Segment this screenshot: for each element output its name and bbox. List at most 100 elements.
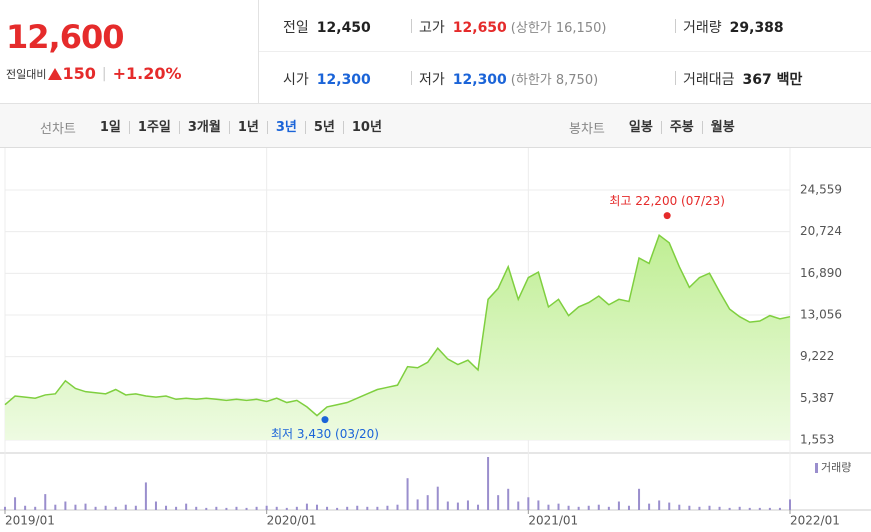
period-tab[interactable]: 3년: [266, 121, 305, 134]
volume-bar: [487, 457, 490, 510]
extreme-label: 최저 3,430 (03/20): [271, 427, 379, 441]
volume-bar: [507, 488, 510, 510]
period-tab[interactable]: 3개월: [178, 121, 229, 134]
quote-label: 시가: [283, 72, 309, 88]
volume-bar: [205, 507, 208, 510]
period-tab[interactable]: 1년: [228, 121, 267, 134]
up-arrow: [48, 67, 63, 80]
quote-item: 저가 12,300 (하한가 8,750): [410, 69, 598, 89]
volume-bar: [366, 506, 369, 510]
volume-bar: [84, 503, 87, 510]
volume-bar: [778, 507, 781, 510]
volume-bar: [668, 502, 671, 510]
volume-bar: [44, 494, 47, 510]
candle-tab[interactable]: 월봉: [701, 121, 743, 134]
quote-item: 고가 12,650 (상한가 16,150): [410, 17, 607, 37]
volume-bar: [748, 507, 751, 510]
volume-bar: [54, 504, 57, 510]
tab-group-label: 선차트: [40, 122, 76, 137]
quote-value: 12,650: [452, 20, 507, 36]
volume-bar: [305, 503, 308, 510]
volume-bar: [617, 501, 620, 510]
volume-bar: [124, 504, 127, 510]
period-tab[interactable]: 1주일: [128, 121, 179, 134]
volume-bar: [768, 507, 771, 510]
y-tick-label: 24,559: [800, 183, 842, 197]
y-tick-label: 20,724: [800, 224, 842, 238]
volume-bar: [356, 505, 359, 510]
volume-bar: [195, 506, 198, 510]
volume-bar: [688, 505, 691, 510]
change-label: 전일대비: [6, 67, 47, 81]
volume-bar: [527, 497, 530, 510]
volume-bar: [285, 507, 288, 510]
volume-bar: [245, 507, 248, 510]
quote-sub: (상한가 16,150): [510, 21, 607, 36]
quote-label: 고가: [419, 20, 445, 36]
volume-legend-swatch: [815, 463, 818, 473]
y-tick-label: 1,553: [800, 433, 834, 447]
volume-bar: [758, 507, 761, 510]
volume-bar: [235, 506, 238, 510]
volume-bar: [315, 504, 318, 510]
volume-bar: [658, 500, 661, 510]
candle-tab[interactable]: 일봉: [628, 120, 653, 135]
quote-value: 12,450: [316, 20, 371, 36]
x-tick-label: 2020/01: [267, 514, 317, 528]
volume-bar: [638, 488, 641, 510]
volume-bar: [396, 504, 399, 510]
quote-value: 29,388: [729, 20, 784, 36]
volume-bar: [587, 505, 590, 510]
quote-label: 거래량: [683, 20, 722, 36]
quote-row: 시가 12,300 저가 12,300 (하한가 8,750) 거래대금 367 백만: [259, 52, 871, 103]
x-tick-label: 2021/01: [528, 514, 578, 528]
volume-bar: [74, 504, 77, 510]
volume-bar: [215, 506, 218, 510]
volume-bar: [708, 505, 711, 510]
quote-item: 거래대금 367 백만: [674, 69, 803, 89]
change: 150: [62, 64, 96, 83]
period-tab[interactable]: 1일: [99, 120, 121, 135]
volume-bar: [104, 505, 107, 510]
volume-bar: [497, 495, 500, 510]
period-tab[interactable]: 5년: [304, 121, 343, 134]
y-tick-label: 5,387: [800, 391, 834, 405]
candle-tab[interactable]: 주봉: [660, 121, 702, 134]
volume-bar: [346, 506, 349, 510]
quote-item: 시가 12,300: [283, 69, 371, 89]
volume-bar: [185, 503, 188, 510]
volume-bar: [175, 506, 178, 510]
volume-bar: [24, 505, 27, 510]
volume-bar: [547, 504, 550, 510]
period-tabs: 선차트 1일 1주일 3개월 1년 3년 5년 10년 봉차트 일봉 주봉 월봉: [0, 104, 871, 148]
price-area: [5, 235, 790, 440]
volume-bar: [446, 501, 449, 510]
volume-bar: [557, 503, 560, 510]
volume-bar: [275, 506, 278, 510]
volume-bar: [14, 497, 17, 510]
volume-bar: [456, 502, 459, 510]
volume-bar: [607, 506, 610, 510]
y-tick-label: 13,056: [800, 308, 842, 322]
price-box: 12,600 전일대비 150 | +1.20%: [0, 0, 259, 103]
extreme-label: 최고 22,200 (07/23): [609, 194, 725, 208]
volume-bar: [265, 505, 268, 510]
volume-bar: [466, 500, 469, 510]
volume-bar: [376, 506, 379, 510]
volume-legend: 거래량: [821, 461, 851, 474]
quote-label: 거래대금: [683, 72, 735, 88]
volume-bar: [114, 506, 117, 510]
volume-bar: [154, 501, 157, 510]
volume-bar: [426, 495, 429, 510]
volume-bar: [577, 506, 580, 510]
volume-bar: [597, 504, 600, 510]
y-tick-label: 9,222: [800, 349, 834, 363]
quote-value: 367 백만: [742, 72, 803, 88]
period-tab[interactable]: 10년: [342, 121, 390, 134]
volume-bar: [698, 506, 701, 510]
y-tick-label: 16,890: [800, 266, 842, 280]
volume-bar: [64, 501, 67, 510]
change-line: 전일대비 150 | +1.20%: [6, 64, 182, 83]
volume-bar: [225, 507, 228, 510]
volume-bar: [567, 505, 570, 510]
